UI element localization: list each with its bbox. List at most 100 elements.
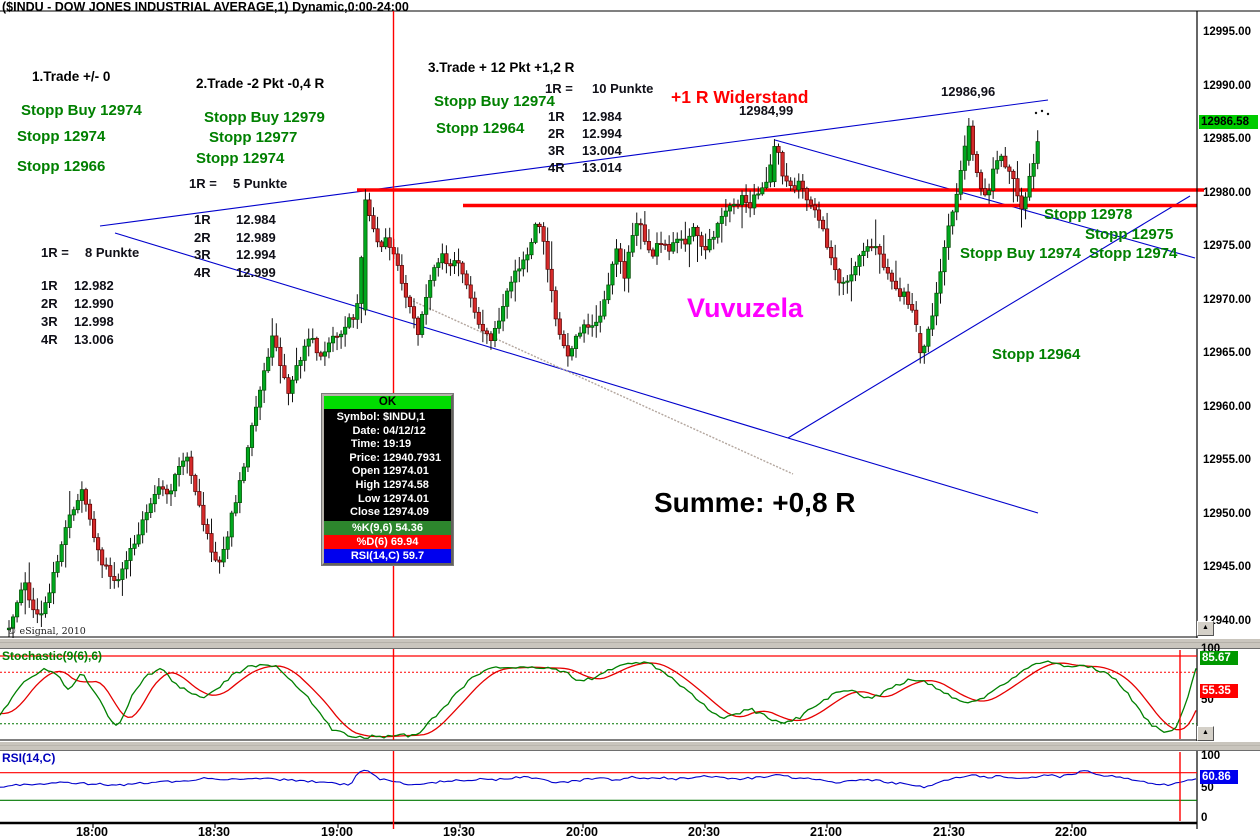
candle-body: [306, 338, 311, 347]
trend-line-4: [774, 139, 1196, 259]
data-window-row: Price: 12940.7931: [324, 452, 451, 466]
candle-body: [270, 335, 275, 358]
price-axis-label: 12990.00: [1203, 79, 1251, 92]
data-window-ok-button[interactable]: OK: [324, 396, 451, 409]
candle-body: [561, 334, 566, 347]
panel-splitter-main-stoch[interactable]: [0, 638, 1260, 649]
candle-body: [416, 317, 421, 335]
candle-body: [739, 195, 745, 206]
candle-body: [177, 465, 182, 475]
trade2-r-label: 4R: [194, 264, 211, 280]
candle-body: [302, 345, 307, 361]
candle-body: [11, 616, 16, 629]
candle-body: [513, 270, 518, 283]
candle-body: [978, 172, 984, 189]
candle-body: [23, 582, 28, 591]
candle-body: [274, 335, 279, 348]
candle-body: [237, 480, 242, 503]
data-window-field-label: Time:: [350, 438, 380, 451]
candle-body: [853, 266, 858, 276]
data-window-body: Symbol: $INDU,1 Date: 04/12/12 Time: 19:19 Pri…: [324, 409, 451, 521]
candle-body: [310, 337, 315, 340]
candle-body: [91, 518, 97, 538]
price-axis-label: 12965.00: [1203, 347, 1251, 359]
candle-body: [420, 314, 425, 335]
candle-body: [995, 160, 1000, 170]
data-window-popup[interactable]: OK Symbol: $INDU,1 Date: 04/12/12 Time: 19:19…: [322, 394, 453, 565]
candle-body: [772, 146, 777, 183]
candle-body: [156, 486, 161, 495]
data-window-field-label: Open: [351, 465, 380, 478]
candle-body: [610, 263, 615, 286]
price-axis-label: 12940.00: [1203, 614, 1251, 627]
candle-body: [1035, 141, 1040, 164]
candle-body: [735, 204, 741, 206]
panel-splitter-stoch-rsi[interactable]: [0, 741, 1260, 751]
data-window-row: Low 12974.01: [324, 493, 451, 507]
candle-body: [695, 226, 700, 237]
candle-body: [298, 360, 303, 366]
candle-body: [825, 228, 830, 248]
time-axis-label: 18:30: [198, 825, 230, 839]
candle-body: [241, 466, 246, 481]
candle-body: [606, 284, 611, 301]
candle-body: [812, 204, 818, 211]
candle-body: [27, 582, 32, 601]
candle-body: [849, 274, 854, 282]
candle-body: [938, 271, 943, 294]
candle-body: [87, 503, 93, 520]
candle-body: [460, 262, 465, 275]
copyright-label: © eSignal, 2010: [7, 626, 86, 637]
candle-body: [221, 548, 226, 563]
price-axis-label: 12955.00: [1203, 454, 1251, 466]
candle-body: [428, 280, 433, 298]
candle-body: [233, 502, 238, 514]
data-window-stoch-k-row: %K(9,6) 54.36: [324, 520, 451, 535]
candle-body: [152, 493, 157, 505]
candle-body: [816, 209, 822, 221]
candle-body: [752, 194, 757, 209]
candle-body: [407, 296, 413, 307]
candle-body: [403, 283, 408, 298]
candle-body: [343, 326, 348, 335]
candle-body: [541, 226, 546, 242]
candle-body: [1015, 178, 1020, 197]
candle-body: [254, 406, 259, 426]
candle-body: [569, 348, 575, 357]
main-panel-collapse-button[interactable]: ▲: [1197, 621, 1214, 636]
candle-body: [318, 352, 323, 357]
candle-body: [715, 223, 720, 238]
time-axis-label: 18:00: [76, 825, 108, 839]
candle-body: [727, 205, 732, 212]
candle-body: [521, 259, 526, 270]
data-window-field-label: High: [355, 478, 380, 491]
candle-body: [339, 333, 344, 338]
candle-body: [468, 284, 473, 299]
candle-body: [914, 309, 919, 325]
candle-body: [436, 262, 441, 268]
trend-line-2: [787, 437, 1039, 514]
candle-body: [472, 297, 477, 313]
candle-body: [577, 332, 583, 337]
candle-body: [918, 333, 923, 354]
candle-body: [1031, 163, 1036, 177]
candle-body: [837, 269, 842, 284]
stop-right-12974: Stopp 12974: [1089, 245, 1178, 262]
candle-body: [991, 168, 996, 191]
rsi-panel-label: RSI(14,C): [2, 751, 56, 765]
candle-body: [804, 188, 809, 201]
candle-body: [958, 170, 963, 195]
stoch-panel-label: Stochastic(9(6),6): [2, 649, 103, 663]
trade1-stop-buy: Stopp Buy 12974: [21, 102, 142, 119]
candle-body: [43, 602, 48, 615]
candle-body: [100, 549, 105, 566]
candle-body: [602, 299, 607, 317]
candle-body: [1019, 195, 1024, 210]
data-window-row: Date: 04/12/12: [324, 425, 451, 439]
time-axis-label: 19:00: [321, 825, 353, 839]
data-window-row: High 12974.58: [324, 479, 451, 493]
stoch-panel-collapse-button[interactable]: ▲: [1197, 726, 1214, 741]
price-axis-label: 12960.00: [1203, 400, 1251, 413]
candle-body: [760, 187, 765, 195]
